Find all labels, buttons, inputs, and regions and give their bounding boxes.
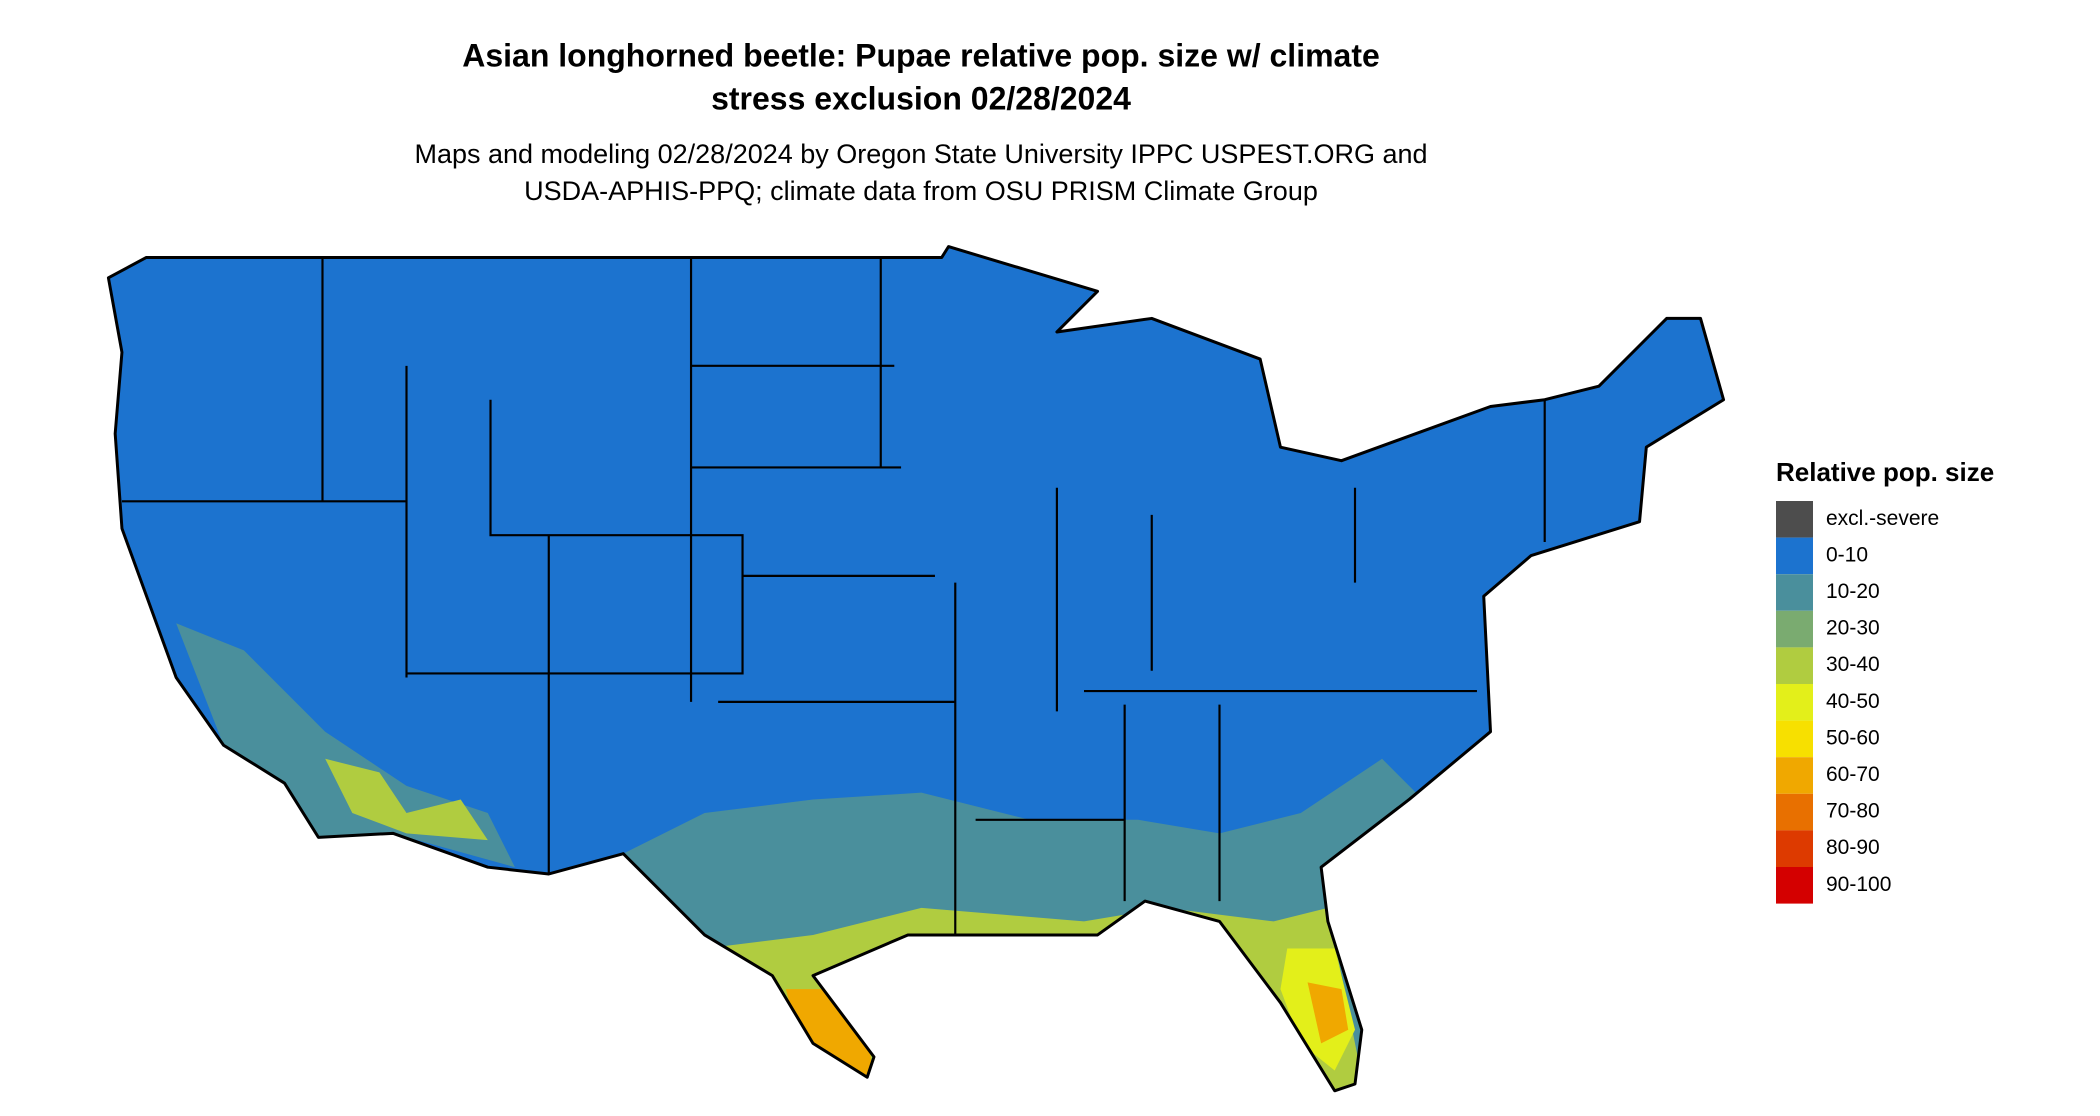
legend-label: excl.-severe xyxy=(1826,507,1939,530)
legend-swatch xyxy=(1776,610,1813,648)
legend-label: 70-80 xyxy=(1826,800,1880,823)
legend-swatch xyxy=(1776,574,1813,611)
map-base xyxy=(108,246,1724,1091)
legend-title: Relative pop. size xyxy=(1776,457,1994,487)
legend-label: 30-40 xyxy=(1826,653,1880,676)
legend-swatch xyxy=(1776,793,1813,831)
legend-swatch xyxy=(1776,501,1813,538)
title: stress exclusion 02/28/2024 xyxy=(711,80,1131,116)
state-borders xyxy=(121,257,1546,935)
legend-label: 60-70 xyxy=(1826,763,1880,786)
legend-swatch xyxy=(1776,830,1813,867)
subtitle: USDA-APHIS-PPQ; climate data from OSU PR… xyxy=(524,176,1318,206)
legend-swatch xyxy=(1776,647,1813,684)
legend-label: 0-10 xyxy=(1826,543,1868,566)
title: Asian longhorned beetle: Pupae relative … xyxy=(462,37,1380,73)
legend-label: 90-100 xyxy=(1826,873,1891,896)
legend-label: 20-30 xyxy=(1826,617,1880,640)
legend-swatch xyxy=(1776,757,1813,794)
legend-label: 80-90 xyxy=(1826,836,1880,859)
legend-label: 10-20 xyxy=(1826,580,1880,603)
legend-swatch xyxy=(1776,684,1813,721)
legend-label: 40-50 xyxy=(1826,690,1880,713)
legend-swatch xyxy=(1776,537,1813,575)
legend-swatch xyxy=(1776,867,1813,904)
subtitle: Maps and modeling 02/28/2024 by Oregon S… xyxy=(414,139,1427,169)
us-map xyxy=(106,245,1726,1093)
legend-swatch xyxy=(1776,720,1813,758)
legend: excl.-severe 0-10 10-20 20-30 30-40 40-50 50-6… xyxy=(1776,501,1939,904)
legend-label: 50-60 xyxy=(1826,726,1880,749)
